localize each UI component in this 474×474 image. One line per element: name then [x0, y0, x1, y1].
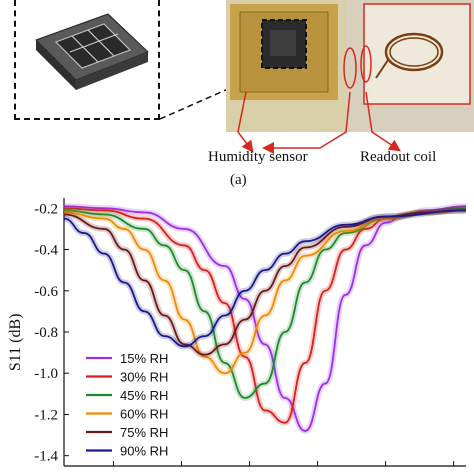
series-line	[63, 209, 467, 375]
y-tick-label: -0.8	[34, 325, 58, 341]
s11-chart: -0.2 -0.4 -0.6 -0.8 -1.0 -1.2 -1.4 S11 (dB) 15%…	[7, 198, 467, 467]
legend-label: 45% RH	[120, 388, 168, 403]
series-line	[63, 207, 467, 399]
legend-label: 75% RH	[120, 425, 168, 440]
humidity-sensor-label: Humidity sensor	[208, 149, 308, 165]
readout-coil-image	[384, 32, 444, 72]
y-tick-label: -1.0	[34, 366, 58, 382]
series-line	[63, 209, 467, 356]
legend-label: 30% RH	[120, 370, 168, 385]
legend-label: 90% RH	[120, 444, 168, 459]
y-axis-label: S11 (dB)	[7, 313, 24, 371]
legend-label: 60% RH	[120, 407, 168, 422]
device-photo	[226, 0, 474, 132]
annotation-arrows	[237, 91, 401, 154]
caption-a: (a)	[230, 172, 247, 188]
legend-label: 15% RH	[120, 351, 168, 366]
y-tick-label: -0.4	[34, 243, 58, 259]
readout-coil-label: Readout coil	[360, 149, 437, 165]
chip-photo-frame	[14, 0, 160, 120]
y-tick-label: -1.2	[34, 407, 58, 423]
chip-photo	[35, 13, 149, 90]
y-tick-label: -1.4	[34, 449, 58, 465]
series-line	[63, 207, 467, 424]
y-tick-label: -0.6	[34, 284, 58, 300]
y-tick-label: -0.2	[34, 201, 58, 217]
series-line	[63, 205, 467, 432]
series-line	[63, 209, 467, 348]
